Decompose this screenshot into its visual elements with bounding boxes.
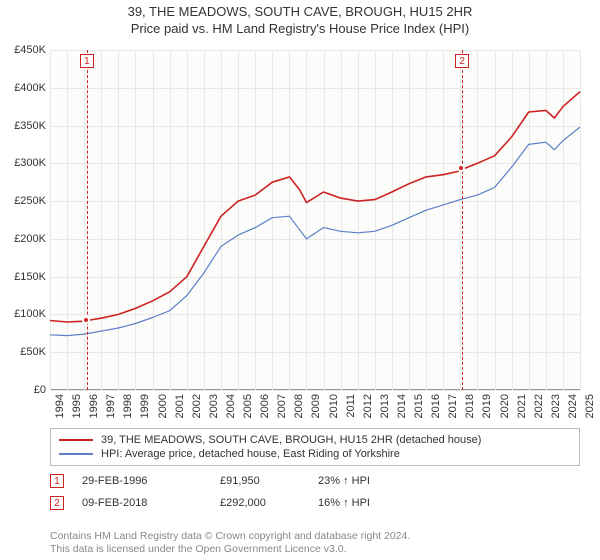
- legend-row-property: 39, THE MEADOWS, SOUTH CAVE, BROUGH, HU1…: [59, 433, 571, 447]
- x-tick-label: 2000: [157, 394, 169, 418]
- x-tick-label: 1994: [54, 394, 66, 418]
- footnote-line2: This data is licensed under the Open Gov…: [50, 543, 347, 555]
- x-tick-label: 2021: [516, 394, 528, 418]
- x-tick-label: 2018: [464, 394, 476, 418]
- x-tick-label: 2025: [584, 394, 596, 418]
- x-tick-label: 1995: [71, 394, 83, 418]
- x-tick-label: 2016: [430, 394, 442, 418]
- sale-price-1: £91,950: [220, 475, 300, 487]
- x-tick-label: 2006: [259, 394, 271, 418]
- sale-date-1: 29-FEB-1996: [82, 475, 202, 487]
- x-tick-label: 2012: [362, 394, 374, 418]
- y-tick-label: £250K: [2, 195, 46, 207]
- x-tick-label: 1997: [105, 394, 117, 418]
- y-tick-label: £50K: [2, 346, 46, 358]
- y-tick-label: £350K: [2, 120, 46, 132]
- x-tick-label: 2002: [191, 394, 203, 418]
- legend-box: 39, THE MEADOWS, SOUTH CAVE, BROUGH, HU1…: [50, 428, 580, 466]
- chart-plot-area: £0£50K£100K£150K£200K£250K£300K£350K£400…: [50, 50, 580, 390]
- y-tick-label: £0: [2, 384, 46, 396]
- legend-swatch-property: [59, 439, 93, 441]
- sale-row-1: 1 29-FEB-1996 £91,950 23% ↑ HPI: [50, 470, 580, 492]
- y-tick-label: £300K: [2, 157, 46, 169]
- x-tick-label: 2015: [413, 394, 425, 418]
- title-address: 39, THE MEADOWS, SOUTH CAVE, BROUGH, HU1…: [0, 4, 600, 19]
- event-dot-1: [82, 316, 90, 324]
- title-block: 39, THE MEADOWS, SOUTH CAVE, BROUGH, HU1…: [0, 0, 600, 36]
- y-tick-label: £150K: [2, 271, 46, 283]
- legend-swatch-hpi: [59, 453, 93, 455]
- sale-marker-1: 1: [50, 474, 64, 488]
- x-tick-label: 2005: [242, 394, 254, 418]
- chart-container: 39, THE MEADOWS, SOUTH CAVE, BROUGH, HU1…: [0, 0, 600, 560]
- legend-label-hpi: HPI: Average price, detached house, East…: [101, 448, 400, 460]
- title-subtitle: Price paid vs. HM Land Registry's House …: [0, 21, 600, 36]
- event-marker-1: 1: [80, 54, 94, 68]
- series-hpi: [50, 127, 580, 336]
- legend-label-property: 39, THE MEADOWS, SOUTH CAVE, BROUGH, HU1…: [101, 434, 481, 446]
- sale-pct-2: 16% ↑ HPI: [318, 497, 428, 509]
- x-tick-label: 2011: [345, 394, 357, 418]
- x-tick-label: 1999: [139, 394, 151, 418]
- sale-price-2: £292,000: [220, 497, 300, 509]
- y-tick-label: £200K: [2, 233, 46, 245]
- event-line-2: [462, 50, 463, 390]
- x-tick-label: 2003: [208, 394, 220, 418]
- x-tick-label: 2004: [225, 394, 237, 418]
- x-tick-label: 2008: [293, 394, 305, 418]
- x-tick-label: 2010: [328, 394, 340, 418]
- x-tick-label: 2014: [396, 394, 408, 418]
- x-tick-label: 1998: [122, 394, 134, 418]
- x-tick-label: 2007: [276, 394, 288, 418]
- sales-block: 1 29-FEB-1996 £91,950 23% ↑ HPI 2 09-FEB…: [50, 470, 580, 514]
- sale-pct-1: 23% ↑ HPI: [318, 475, 428, 487]
- footnote: Contains HM Land Registry data © Crown c…: [50, 530, 580, 556]
- x-tick-label: 2013: [379, 394, 391, 418]
- y-tick-label: £450K: [2, 44, 46, 56]
- event-line-1: [87, 50, 88, 390]
- sale-marker-2: 2: [50, 496, 64, 510]
- x-tick-label: 2024: [567, 394, 579, 418]
- gridline-vertical: [580, 50, 581, 390]
- sale-row-2: 2 09-FEB-2018 £292,000 16% ↑ HPI: [50, 492, 580, 514]
- event-marker-2: 2: [455, 54, 469, 68]
- x-tick-label: 2017: [447, 394, 459, 418]
- x-tick-label: 2022: [533, 394, 545, 418]
- y-tick-label: £100K: [2, 308, 46, 320]
- gridline-horizontal: [50, 390, 580, 391]
- x-tick-label: 2009: [310, 394, 322, 418]
- x-tick-label: 1996: [88, 394, 100, 418]
- series-svg: [50, 50, 580, 390]
- legend-row-hpi: HPI: Average price, detached house, East…: [59, 447, 571, 461]
- x-tick-label: 2020: [499, 394, 511, 418]
- x-tick-label: 2019: [481, 394, 493, 418]
- series-property: [50, 92, 580, 322]
- sale-date-2: 09-FEB-2018: [82, 497, 202, 509]
- x-tick-label: 2023: [550, 394, 562, 418]
- x-tick-label: 2001: [174, 394, 186, 418]
- footnote-line1: Contains HM Land Registry data © Crown c…: [50, 530, 410, 542]
- y-tick-label: £400K: [2, 82, 46, 94]
